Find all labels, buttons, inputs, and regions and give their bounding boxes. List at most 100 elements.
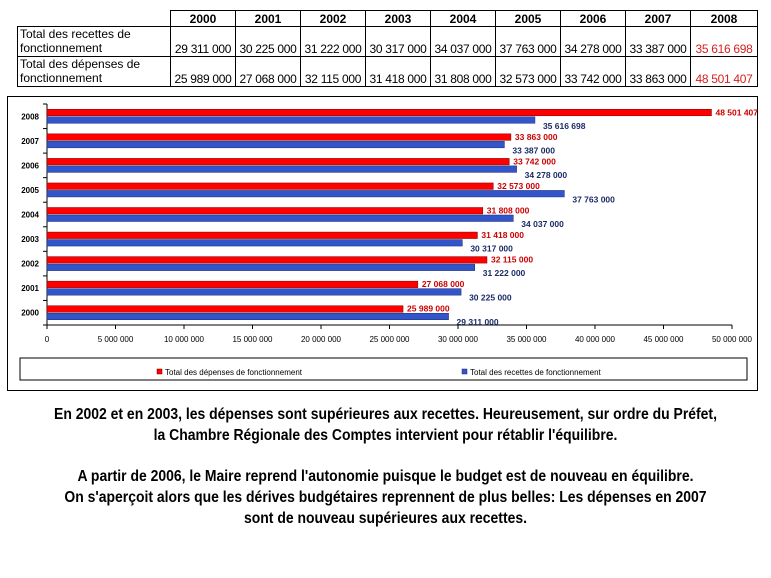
data-label-recettes: 34 037 000 xyxy=(521,219,564,229)
bar-recettes xyxy=(46,165,517,173)
data-label-recettes: 30 317 000 xyxy=(470,244,513,254)
bar-recettes xyxy=(46,239,463,247)
x-tick-label: 15 000 000 xyxy=(232,335,273,344)
legend-swatch-depenses xyxy=(156,368,163,375)
y-tick-label: 2000 xyxy=(21,309,39,318)
data-label-depenses: 33 742 000 xyxy=(513,156,556,166)
table-cell: 33 863 000 xyxy=(625,56,691,87)
table-cell: 31 222 000 xyxy=(300,26,366,57)
x-tick-label: 35 000 000 xyxy=(506,335,547,344)
data-table: 2000 2001 2002 2003 2004 2005 2006 2007 … xyxy=(17,10,758,87)
data-label-depenses: 33 863 000 xyxy=(515,132,558,142)
caption-line: la Chambre Régionale des Comptes intervi… xyxy=(153,427,618,444)
data-label-recettes: 30 225 000 xyxy=(469,293,512,303)
bar-depenses xyxy=(46,280,419,288)
table-cell: 33 387 000 xyxy=(625,26,691,57)
legend-label-recettes: Total des recettes de fonctionnement xyxy=(470,368,602,377)
caption-line: On s'aperçoit alors que les dérives budg… xyxy=(64,489,707,506)
bar-depenses xyxy=(46,182,494,190)
year-header: 2005 xyxy=(495,10,561,27)
x-tick-label: 25 000 000 xyxy=(369,335,410,344)
data-label-depenses: 48 501 407 xyxy=(715,107,758,117)
bar-depenses xyxy=(46,207,484,215)
data-label-depenses: 32 115 000 xyxy=(491,255,533,265)
data-label-depenses: 32 573 000 xyxy=(497,181,540,191)
table-cell: 48 501 407 xyxy=(690,56,758,87)
x-tick-label: 50 000 000 xyxy=(712,335,753,344)
y-tick-label: 2003 xyxy=(21,235,39,244)
table-cell: 34 278 000 xyxy=(560,26,626,57)
table-cell: 32 573 000 xyxy=(495,56,561,87)
bar-recettes xyxy=(46,116,536,124)
bar-recettes xyxy=(46,141,505,149)
bar-recettes xyxy=(46,288,462,296)
data-label-recettes: 33 387 000 xyxy=(512,145,555,155)
table-header-row: 2000 2001 2002 2003 2004 2005 2006 2007 … xyxy=(17,10,758,27)
y-tick-label: 2005 xyxy=(21,186,39,195)
year-header: 2008 xyxy=(690,10,758,27)
data-label-recettes: 37 763 000 xyxy=(572,194,615,204)
y-tick-label: 2002 xyxy=(21,260,39,269)
x-tick-label: 40 000 000 xyxy=(575,335,616,344)
year-header: 2002 xyxy=(300,10,366,27)
row-label: Total des dépenses de fonctionnement xyxy=(17,56,171,87)
data-label-depenses: 25 989 000 xyxy=(407,304,450,314)
legend-box xyxy=(19,357,748,381)
year-header: 2001 xyxy=(235,10,301,27)
bar-recettes xyxy=(46,263,475,271)
bar-depenses xyxy=(46,158,510,166)
table-cell: 30 225 000 xyxy=(235,26,301,57)
table-cell: 29 311 000 xyxy=(170,26,236,57)
bar-recettes xyxy=(46,312,449,320)
x-tick-label: 5 000 000 xyxy=(98,335,134,344)
table-cell: 31 808 000 xyxy=(430,56,496,87)
table-cell: 35 616 698 xyxy=(690,26,758,57)
table-cell: 25 989 000 xyxy=(170,56,236,87)
y-tick-label: 2001 xyxy=(21,284,39,293)
x-tick-label: 0 xyxy=(45,335,50,344)
caption-line: A partir de 2006, le Maire reprend l'aut… xyxy=(77,468,694,485)
caption-line: En 2002 et en 2003, les dépenses sont su… xyxy=(54,406,717,423)
table-cell: 34 037 000 xyxy=(430,26,496,57)
data-label-depenses: 31 418 000 xyxy=(481,230,524,240)
x-tick-label: 45 000 000 xyxy=(643,335,684,344)
year-header: 2000 xyxy=(170,10,236,27)
table-corner xyxy=(17,10,171,27)
bar-depenses xyxy=(46,109,712,117)
year-header: 2007 xyxy=(625,10,691,27)
table-cell: 31 418 000 xyxy=(365,56,431,87)
x-tick-label: 20 000 000 xyxy=(301,335,342,344)
bar-depenses xyxy=(46,133,512,141)
table-cell: 33 742 000 xyxy=(560,56,626,87)
bar-depenses xyxy=(46,256,488,264)
table-row-depenses: Total des dépenses de fonctionnement 25 … xyxy=(17,56,758,87)
table-cell: 37 763 000 xyxy=(495,26,561,57)
data-label-recettes: 35 616 698 xyxy=(543,121,586,131)
year-header: 2003 xyxy=(365,10,431,27)
table-cell: 30 317 000 xyxy=(365,26,431,57)
y-tick-label: 2006 xyxy=(21,161,39,170)
y-tick-label: 2008 xyxy=(21,112,39,121)
chart-svg: 0 5 000 000 10 000 000 15 000 000 20 000 000… xyxy=(7,96,758,391)
data-label-recettes: 29 311 000 xyxy=(457,317,499,327)
table-cell: 27 068 000 xyxy=(235,56,301,87)
bar-chart: 0 5 000 000 10 000 000 15 000 000 20 000 000… xyxy=(7,96,758,391)
year-header: 2006 xyxy=(560,10,626,27)
data-label-depenses: 27 068 000 xyxy=(422,279,465,289)
data-label-recettes: 34 278 000 xyxy=(525,170,568,180)
table-cell: 32 115 000 xyxy=(300,56,366,87)
x-tick-label: 10 000 000 xyxy=(164,335,205,344)
y-tick-label: 2007 xyxy=(21,137,39,146)
bar-recettes xyxy=(46,190,565,198)
bar-depenses xyxy=(46,231,478,239)
data-label-depenses: 31 808 000 xyxy=(487,206,530,216)
legend-label-depenses: Total des dépenses de fonctionnement xyxy=(165,368,303,377)
bar-recettes xyxy=(46,214,514,222)
data-label-recettes: 31 222 000 xyxy=(483,268,526,278)
x-tick-label: 30 000 000 xyxy=(438,335,479,344)
caption-paragraph-2: A partir de 2006, le Maire reprend l'aut… xyxy=(39,466,733,529)
table-row-recettes: Total des recettes de fonctionnement 29 … xyxy=(17,26,758,57)
caption-paragraph-1: En 2002 et en 2003, les dépenses sont su… xyxy=(39,404,733,446)
bar-depenses xyxy=(46,305,404,313)
y-tick-label: 2004 xyxy=(21,211,39,220)
